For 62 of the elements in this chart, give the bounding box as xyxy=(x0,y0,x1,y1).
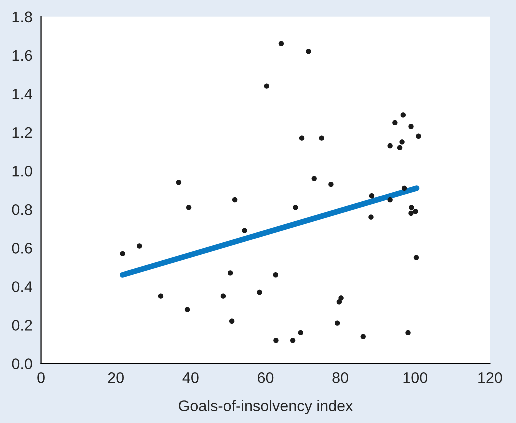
point xyxy=(360,334,366,340)
point xyxy=(158,294,164,299)
point xyxy=(416,134,422,139)
x-tick-label: 0 xyxy=(38,372,45,384)
point xyxy=(414,255,420,260)
point xyxy=(400,140,405,145)
point xyxy=(229,318,235,324)
point xyxy=(228,270,234,276)
point xyxy=(408,124,414,130)
x-tick-label: 20 xyxy=(108,372,124,384)
x-tick-label: 40 xyxy=(182,372,199,384)
point xyxy=(232,197,238,203)
point xyxy=(306,49,312,54)
x-tick-label: 100 xyxy=(404,372,428,384)
point xyxy=(293,205,298,210)
x-tick-label: 80 xyxy=(332,372,348,384)
x-tick-label: 60 xyxy=(258,372,274,384)
point xyxy=(298,330,304,336)
point xyxy=(290,338,296,344)
point xyxy=(397,145,403,151)
point xyxy=(409,205,414,210)
point xyxy=(176,180,182,186)
point xyxy=(273,272,278,278)
y-tick-label: 1.4 xyxy=(12,89,32,100)
x-axis-title: Goals-of-insolvency index xyxy=(179,400,354,414)
point xyxy=(328,182,334,188)
point xyxy=(184,307,190,312)
point xyxy=(402,186,408,192)
y-tick-label: 0.2 xyxy=(12,320,32,331)
point xyxy=(274,338,279,344)
point xyxy=(388,143,393,149)
y-tick-label: 1.8 xyxy=(12,12,32,23)
y-tick-label: 0.6 xyxy=(12,243,32,254)
point xyxy=(334,320,340,326)
point xyxy=(299,136,305,141)
point xyxy=(336,300,342,305)
y-tick-label: 1.6 xyxy=(12,50,32,62)
point xyxy=(220,294,226,299)
point xyxy=(413,208,418,214)
point xyxy=(408,210,414,216)
point xyxy=(257,290,262,296)
point xyxy=(312,176,317,182)
x-tick-label: 120 xyxy=(478,372,502,384)
point xyxy=(338,296,344,301)
point xyxy=(319,136,324,141)
point xyxy=(278,41,284,46)
point xyxy=(186,205,192,210)
y-tick-label: 0.4 xyxy=(12,282,32,292)
point xyxy=(264,84,270,89)
y-tick-label: 0.0 xyxy=(12,358,32,370)
point xyxy=(368,214,374,220)
y-tick-label: 1.0 xyxy=(12,166,32,177)
point xyxy=(388,197,393,203)
y-tick-label: 0.8 xyxy=(12,204,32,216)
point xyxy=(406,330,411,336)
y-tick-label: 1.2 xyxy=(12,127,32,138)
point xyxy=(400,112,406,118)
point xyxy=(137,244,142,249)
point xyxy=(242,228,248,234)
point xyxy=(392,120,398,126)
point xyxy=(120,251,126,257)
point xyxy=(369,194,375,199)
